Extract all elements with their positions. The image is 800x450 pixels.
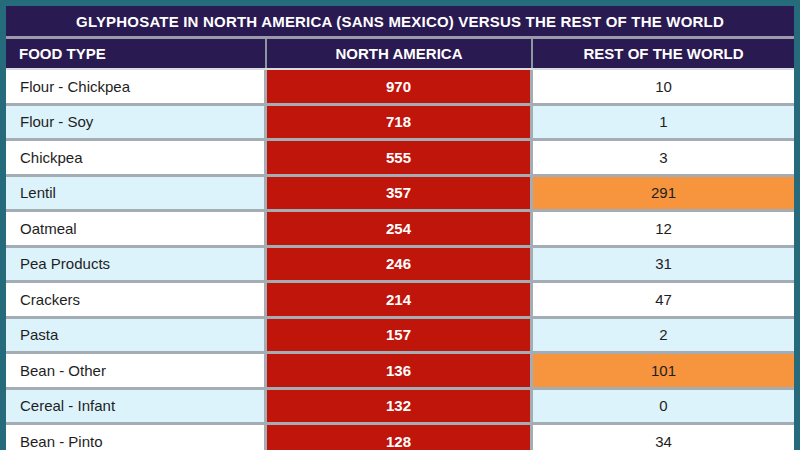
header-north-america: NORTH AMERICA	[267, 39, 533, 68]
rest-of-world-cell: 0	[533, 390, 794, 423]
north-america-cell: 718	[267, 106, 533, 139]
rest-of-world-cell: 291	[533, 177, 794, 210]
food-type-cell: Pea Products	[6, 248, 267, 281]
header-food-type: FOOD TYPE	[6, 39, 267, 68]
rest-of-world-cell: 1	[533, 106, 794, 139]
food-type-cell: Crackers	[6, 283, 267, 316]
table-row: Lentil 357 291	[6, 177, 794, 213]
table-row: Flour - Soy 718 1	[6, 106, 794, 142]
table-row: Chickpea 555 3	[6, 141, 794, 177]
north-america-cell: 555	[267, 141, 533, 174]
rest-of-world-cell: 2	[533, 319, 794, 352]
north-america-cell: 246	[267, 248, 533, 281]
rest-of-world-cell: 3	[533, 141, 794, 174]
food-type-cell: Bean - Other	[6, 354, 267, 387]
north-america-cell: 136	[267, 354, 533, 387]
rest-of-world-cell: 12	[533, 212, 794, 245]
rest-of-world-cell: 101	[533, 354, 794, 387]
food-type-cell: Oatmeal	[6, 212, 267, 245]
rest-of-world-cell: 31	[533, 248, 794, 281]
table-header-row: FOOD TYPE NORTH AMERICA REST OF THE WORL…	[6, 39, 794, 68]
table-row: Bean - Pinto 128 34	[6, 425, 794, 450]
north-america-cell: 970	[267, 70, 533, 103]
north-america-cell: 357	[267, 177, 533, 210]
rest-of-world-cell: 47	[533, 283, 794, 316]
table-title: GLYPHOSATE IN NORTH AMERICA (SANS MEXICO…	[6, 6, 794, 36]
glyphosate-table: GLYPHOSATE IN NORTH AMERICA (SANS MEXICO…	[0, 0, 800, 450]
table-row: Crackers 214 47	[6, 283, 794, 319]
north-america-cell: 157	[267, 319, 533, 352]
table-row: Oatmeal 254 12	[6, 212, 794, 248]
food-type-cell: Flour - Chickpea	[6, 70, 267, 103]
north-america-cell: 254	[267, 212, 533, 245]
header-rest-of-world: REST OF THE WORLD	[533, 39, 794, 68]
table-row: Bean - Other 136 101	[6, 354, 794, 390]
north-america-cell: 132	[267, 390, 533, 423]
food-type-cell: Chickpea	[6, 141, 267, 174]
north-america-cell: 128	[267, 425, 533, 450]
rest-of-world-cell: 10	[533, 70, 794, 103]
food-type-cell: Bean - Pinto	[6, 425, 267, 450]
table-row: Pasta 157 2	[6, 319, 794, 355]
rest-of-world-cell: 34	[533, 425, 794, 450]
food-type-cell: Lentil	[6, 177, 267, 210]
table-row: Flour - Chickpea 970 10	[6, 70, 794, 106]
north-america-cell: 214	[267, 283, 533, 316]
food-type-cell: Flour - Soy	[6, 106, 267, 139]
food-type-cell: Cereal - Infant	[6, 390, 267, 423]
food-type-cell: Pasta	[6, 319, 267, 352]
table-row: Pea Products 246 31	[6, 248, 794, 284]
table-body: Flour - Chickpea 970 10 Flour - Soy 718 …	[6, 70, 794, 450]
table-row: Cereal - Infant 132 0	[6, 390, 794, 426]
